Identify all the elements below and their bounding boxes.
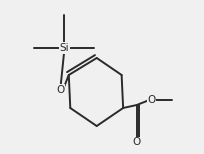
Text: Si: Si <box>59 43 69 53</box>
Text: O: O <box>133 137 141 147</box>
Text: O: O <box>56 85 65 95</box>
Text: O: O <box>148 95 156 105</box>
